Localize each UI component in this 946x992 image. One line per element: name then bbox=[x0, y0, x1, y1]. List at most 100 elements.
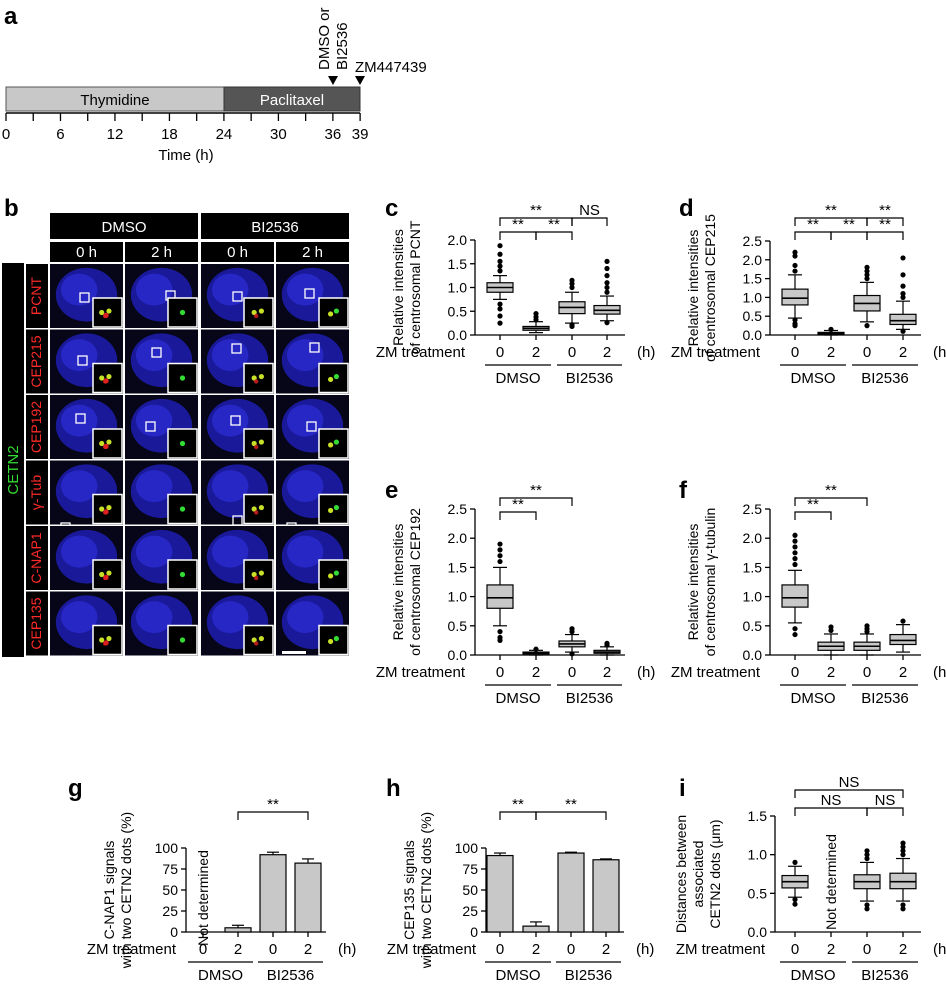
x-axis-title: ZM treatment bbox=[376, 664, 466, 681]
nucleus-bright bbox=[135, 470, 173, 503]
box-3 bbox=[889, 255, 917, 334]
centrosome-dot bbox=[328, 507, 334, 514]
x-tick-label: 0 bbox=[496, 664, 504, 681]
outlier-point bbox=[864, 906, 870, 912]
bar-3 bbox=[294, 858, 322, 933]
centrosome-dot bbox=[106, 308, 112, 314]
outlier-point bbox=[864, 623, 870, 629]
row-label-cell bbox=[26, 460, 48, 525]
significance-bracket: ** bbox=[499, 202, 573, 226]
centrosome-dot bbox=[102, 575, 108, 581]
time-tick-label: 30 bbox=[270, 126, 287, 143]
bracket-line bbox=[794, 231, 832, 240]
row-label: γ-Tub bbox=[28, 475, 44, 510]
chart-f: f 0.0 0.5 1.0 1.5 2.0 2.5 Relative intensities o… bbox=[671, 477, 946, 707]
centrosome-dot bbox=[258, 439, 264, 445]
box-3 bbox=[889, 840, 917, 912]
bracket-line bbox=[499, 811, 537, 820]
significance-label: ** bbox=[807, 496, 819, 513]
row-label-cell bbox=[26, 395, 48, 459]
group-label: DMSO bbox=[496, 690, 541, 707]
x-tick-label: 0 bbox=[496, 941, 504, 958]
y-axis-title: of centrosomal CEP192 bbox=[407, 508, 423, 656]
centrosome-dot bbox=[99, 506, 105, 512]
chart-e: e 0.0 0.5 1.0 1.5 2.0 2.5 Relative intensities o… bbox=[376, 477, 656, 707]
centrosome-dot bbox=[328, 442, 334, 448]
centrosome-dot bbox=[102, 510, 108, 515]
centrosome-dot bbox=[333, 373, 339, 380]
outlier-point bbox=[792, 249, 798, 255]
chart-c: c 0.0 0.5 1.0 1.5 2.0 Relative intensities of c… bbox=[376, 195, 656, 387]
y-tick-label: 0.5 bbox=[743, 308, 763, 324]
x-tick-label: 0 bbox=[863, 344, 871, 361]
roi-square bbox=[313, 663, 324, 674]
micrograph-cell bbox=[125, 460, 198, 525]
centrosome-dot bbox=[251, 309, 257, 316]
row-label: CEP215 bbox=[28, 335, 44, 387]
y-axis-title: with two CETN2 dots (%) bbox=[118, 812, 134, 969]
header-time-cell bbox=[276, 242, 349, 262]
significance-label: NS bbox=[839, 774, 860, 791]
outlier-point bbox=[864, 264, 870, 270]
y-tick-label: 0.0 bbox=[448, 647, 468, 663]
micrograph-cell bbox=[276, 264, 349, 328]
outlier-point bbox=[792, 561, 798, 568]
roi-square bbox=[245, 679, 256, 690]
inset-box bbox=[243, 428, 274, 459]
significance-label: ** bbox=[530, 202, 542, 219]
panel-letter-e: e bbox=[385, 477, 398, 504]
y-tick-label: 100 bbox=[455, 840, 479, 856]
panel-b: b DMSO BI2536 0 h 2 h 0 h 2 h CETN2 PCNT CEP… bbox=[2, 195, 350, 690]
x-tick-label: 0 bbox=[567, 941, 575, 958]
x-unit: (h) bbox=[933, 664, 946, 681]
bar-2 bbox=[259, 851, 287, 933]
y-axis-title: associated bbox=[690, 841, 706, 908]
y-tick-label: 0.5 bbox=[748, 885, 768, 901]
significance-label: ** bbox=[807, 216, 819, 233]
panel-letter-a: a bbox=[4, 3, 18, 30]
significance-label: ** bbox=[512, 796, 524, 813]
outlier-point bbox=[900, 294, 906, 300]
centrosome-dot bbox=[253, 510, 259, 515]
significance-bracket: ** bbox=[535, 796, 607, 820]
box-0 bbox=[486, 541, 514, 644]
nucleus-bright bbox=[211, 273, 249, 306]
header-group-bi2536 bbox=[201, 213, 349, 239]
x-tick-label: 2 bbox=[532, 941, 540, 958]
x-axis-title: ZM treatment bbox=[376, 344, 466, 361]
inset-box bbox=[243, 362, 274, 394]
micrograph-cell bbox=[276, 591, 349, 674]
bracket-line bbox=[794, 511, 832, 520]
y-tick-label: 1.5 bbox=[748, 808, 768, 824]
paclitaxel-bar bbox=[223, 86, 361, 112]
centrosome-dot bbox=[99, 440, 105, 447]
roi-square bbox=[79, 292, 90, 303]
y-tick-label: 2.0 bbox=[743, 530, 763, 546]
micrograph-cell bbox=[125, 329, 198, 394]
panel-letter-c: c bbox=[385, 195, 398, 222]
significance-bracket: ** bbox=[866, 202, 904, 226]
header-time-label: 0 h bbox=[227, 244, 248, 261]
centrosome-dot bbox=[258, 635, 264, 642]
group-label: DMSO bbox=[496, 370, 541, 387]
panel-letter-b: b bbox=[4, 195, 19, 222]
time-tick-label: 24 bbox=[216, 126, 233, 143]
time-tick-label: 36 bbox=[325, 126, 342, 143]
box-iqr bbox=[781, 288, 809, 306]
y-tick-label: 2.5 bbox=[743, 501, 763, 517]
bar-1 bbox=[522, 921, 550, 933]
inset-box bbox=[318, 493, 349, 525]
centrosome-dot bbox=[102, 379, 108, 384]
row-label-cell bbox=[26, 264, 48, 328]
bracket-line bbox=[499, 497, 573, 506]
significance-bracket: NS bbox=[571, 202, 608, 226]
x-tick-label: 0 bbox=[269, 941, 277, 958]
box-0 bbox=[781, 859, 809, 907]
roi-square bbox=[151, 347, 162, 358]
centrosome-dot bbox=[106, 504, 112, 511]
y-axis-title: with two CETN2 dots (%) bbox=[418, 812, 434, 969]
x-tick-label: 2 bbox=[532, 344, 540, 361]
nucleus-bright bbox=[135, 273, 173, 306]
box-1 bbox=[522, 646, 550, 656]
significance-bracket: ** bbox=[830, 216, 868, 240]
